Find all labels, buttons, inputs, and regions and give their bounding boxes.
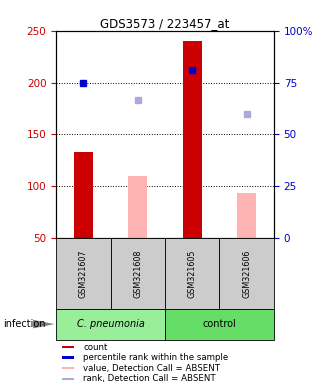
Text: GSM321606: GSM321606 [242,250,251,298]
Bar [128,176,147,238]
Bar [61,356,74,359]
Polygon shape [33,320,54,328]
Title: GDS3573 / 223457_at: GDS3573 / 223457_at [100,17,230,30]
Bar [56,238,111,309]
Text: GSM321608: GSM321608 [133,250,142,298]
Bar [183,41,202,238]
Text: percentile rank within the sample: percentile rank within the sample [83,353,228,362]
Text: GSM321607: GSM321607 [79,249,88,298]
Text: infection: infection [3,319,46,329]
Bar [219,238,274,309]
Bar [61,367,74,369]
Bar [56,309,165,340]
Bar [61,377,74,380]
Text: rank, Detection Call = ABSENT: rank, Detection Call = ABSENT [83,374,216,383]
Text: C. pneumonia: C. pneumonia [77,319,145,329]
Text: count: count [83,343,108,351]
Bar [165,309,274,340]
Bar [111,238,165,309]
Bar [61,346,74,348]
Bar [237,194,256,238]
Bar [74,152,93,238]
Text: value, Detection Call = ABSENT: value, Detection Call = ABSENT [83,364,220,372]
Text: GSM321605: GSM321605 [188,249,197,298]
Bar [165,238,219,309]
Text: control: control [203,319,236,329]
